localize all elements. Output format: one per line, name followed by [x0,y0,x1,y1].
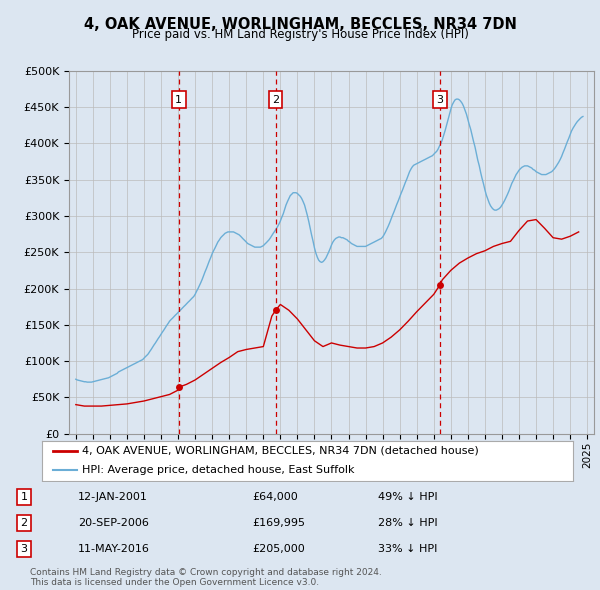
Text: 4, OAK AVENUE, WORLINGHAM, BECCLES, NR34 7DN: 4, OAK AVENUE, WORLINGHAM, BECCLES, NR34… [83,17,517,31]
Text: 20-SEP-2006: 20-SEP-2006 [78,518,149,527]
Text: £64,000: £64,000 [252,491,298,502]
Text: 3: 3 [20,544,28,554]
Text: 28% ↓ HPI: 28% ↓ HPI [378,518,437,527]
Text: Price paid vs. HM Land Registry's House Price Index (HPI): Price paid vs. HM Land Registry's House … [131,28,469,41]
Text: 33% ↓ HPI: 33% ↓ HPI [378,544,437,554]
Text: This data is licensed under the Open Government Licence v3.0.: This data is licensed under the Open Gov… [30,578,319,587]
Text: 1: 1 [175,95,182,105]
Text: HPI: Average price, detached house, East Suffolk: HPI: Average price, detached house, East… [82,464,355,474]
Text: Contains HM Land Registry data © Crown copyright and database right 2024.: Contains HM Land Registry data © Crown c… [30,568,382,576]
Text: 3: 3 [436,95,443,105]
Text: 12-JAN-2001: 12-JAN-2001 [78,491,148,502]
Text: 11-MAY-2016: 11-MAY-2016 [78,544,150,554]
Text: 1: 1 [20,491,28,502]
Text: £169,995: £169,995 [252,518,305,527]
Text: 4, OAK AVENUE, WORLINGHAM, BECCLES, NR34 7DN (detached house): 4, OAK AVENUE, WORLINGHAM, BECCLES, NR34… [82,446,479,455]
Text: £205,000: £205,000 [252,544,305,554]
Text: 2: 2 [20,518,28,527]
Text: 2: 2 [272,95,279,105]
Text: 49% ↓ HPI: 49% ↓ HPI [378,491,437,502]
